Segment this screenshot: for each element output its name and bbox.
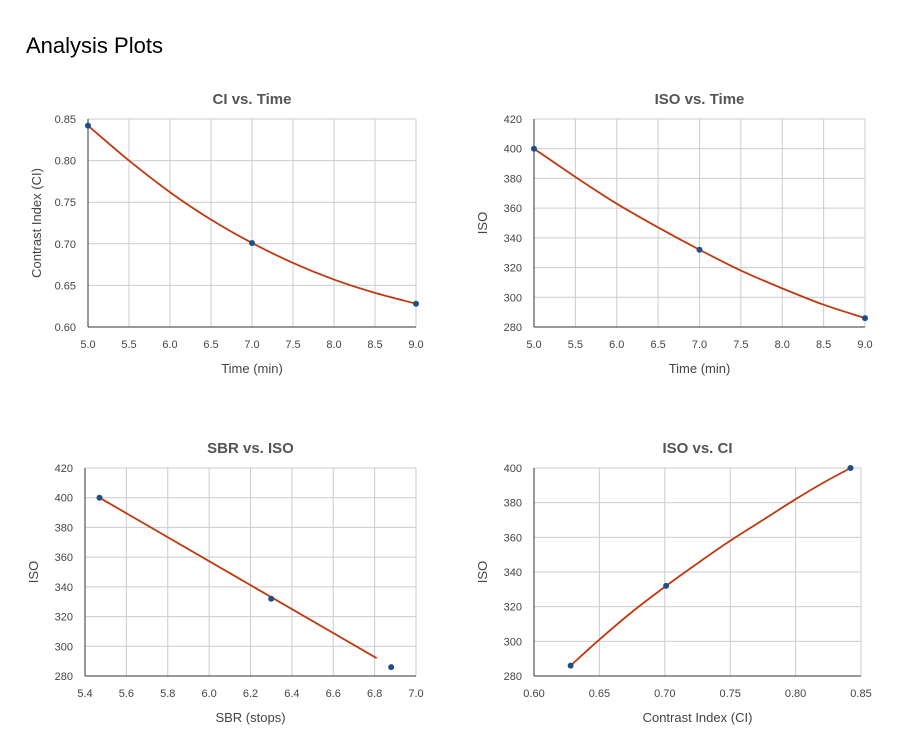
- x-tick-label: 7.5: [733, 339, 748, 351]
- data-point: [268, 595, 275, 602]
- x-tick-label: 7.0: [244, 339, 259, 351]
- y-tick-label: 360: [504, 532, 522, 544]
- x-tick-label: 6.5: [650, 339, 665, 351]
- x-tick-label: 6.4: [284, 688, 299, 700]
- y-tick-label: 380: [55, 522, 73, 534]
- chart-1: 5.0 5.5 6.0 6.5 7.0 7.5 8.0 8.5 9.0 0.60 0.65 0.70 0…: [29, 91, 424, 376]
- x-tick-label: 7.0: [408, 688, 423, 700]
- y-tick-label: 360: [55, 552, 73, 564]
- y-tick-label: 280: [504, 671, 522, 683]
- data-point: [531, 145, 537, 152]
- y-tick-label: 320: [55, 612, 73, 624]
- y-tick-label: 300: [504, 292, 522, 304]
- y-tick-label: 420: [504, 114, 522, 126]
- x-tick-label: 6.6: [326, 688, 341, 700]
- x-tick-label: 8.5: [367, 339, 382, 351]
- fit-curve: [570, 467, 851, 667]
- data-point: [96, 494, 103, 501]
- x-tick-label: 0.65: [589, 688, 610, 700]
- y-tick-label: 360: [504, 203, 522, 215]
- chart-title: ISO vs. CI: [662, 440, 732, 457]
- x-tick-label: 5.5: [121, 339, 136, 351]
- x-tick-label: 6.0: [201, 688, 216, 700]
- x-tick-label: 6.5: [203, 339, 218, 351]
- x-tick-label: 5.5: [568, 339, 583, 351]
- y-tick-label: 420: [55, 463, 73, 475]
- y-tick-label: 320: [504, 263, 522, 275]
- y-tick-label: 280: [504, 322, 522, 334]
- x-tick-label: 0.70: [654, 688, 675, 700]
- x-tick-label: 0.60: [523, 688, 544, 700]
- y-tick-label: 400: [504, 463, 522, 475]
- y-tick-label: 0.60: [55, 322, 76, 334]
- x-tick-label: 0.85: [850, 688, 871, 700]
- chart-3: 5.4 5.6 5.8 6.0 6.2 6.4 6.6 6.8 7.0 280 300 320 340 3…: [26, 440, 424, 725]
- fit-curve: [99, 496, 378, 659]
- chart-4: 0.60 0.65 0.70 0.75 0.80 0.85 280 300 320 340 360 3…: [475, 440, 872, 725]
- x-tick-label: 8.0: [326, 339, 341, 351]
- y-axis-title: ISO: [26, 561, 41, 583]
- chart-title: CI vs. Time: [213, 91, 292, 108]
- x-tick-label: 9.0: [857, 339, 872, 351]
- x-tick-label: 5.0: [80, 339, 95, 351]
- x-tick-label: 7.0: [692, 339, 707, 351]
- x-tick-label: 6.8: [367, 688, 382, 700]
- data-point: [862, 315, 868, 322]
- chart-2: 5.0 5.5 6.0 6.5 7.0 7.5 8.0 8.5 9.0 280 300 320 340 3…: [475, 91, 873, 376]
- y-tick-label: 340: [504, 233, 522, 245]
- y-tick-label: 380: [504, 498, 522, 510]
- y-tick-label: 0.65: [55, 280, 76, 292]
- y-tick-label: 400: [504, 144, 522, 156]
- x-tick-label: 7.5: [285, 339, 300, 351]
- x-tick-label: 0.80: [785, 688, 806, 700]
- data-point: [567, 662, 574, 669]
- y-tick-label: 0.85: [55, 114, 76, 126]
- x-axis-title: SBR (stops): [215, 710, 285, 725]
- chart-title: ISO vs. Time: [655, 91, 745, 108]
- x-tick-label: 8.0: [775, 339, 790, 351]
- x-tick-label: 5.0: [526, 339, 541, 351]
- x-axis-title: Time (min): [669, 361, 731, 376]
- y-axis-title: ISO: [475, 561, 490, 583]
- x-tick-label: 6.0: [609, 339, 624, 351]
- data-point: [388, 664, 395, 671]
- data-point: [696, 246, 703, 253]
- x-tick-label: 9.0: [408, 339, 423, 351]
- x-tick-label: 8.5: [816, 339, 831, 351]
- y-axis-title: Contrast Index (CI): [29, 168, 44, 278]
- x-tick-label: 5.8: [160, 688, 175, 700]
- y-tick-label: 400: [55, 493, 73, 505]
- y-axis-title: ISO: [475, 212, 490, 234]
- data-point: [847, 465, 854, 471]
- x-axis-title: Time (min): [221, 361, 283, 376]
- y-tick-label: 340: [55, 582, 73, 594]
- data-point: [663, 582, 670, 589]
- y-tick-label: 0.75: [55, 197, 76, 209]
- x-tick-label: 6.0: [162, 339, 177, 351]
- y-tick-label: 340: [504, 567, 522, 579]
- y-tick-label: 300: [504, 636, 522, 648]
- y-tick-label: 0.80: [55, 156, 76, 168]
- y-tick-label: 0.70: [55, 239, 76, 251]
- data-point: [413, 300, 419, 307]
- data-point: [249, 239, 255, 246]
- page-title: Analysis Plots: [26, 33, 163, 58]
- y-tick-label: 300: [55, 641, 73, 653]
- y-tick-label: 280: [55, 671, 73, 683]
- data-point: [85, 122, 91, 129]
- chart-title: SBR vs. ISO: [207, 440, 294, 457]
- x-axis-title: Contrast Index (CI): [643, 710, 753, 725]
- x-tick-label: 5.4: [77, 688, 92, 700]
- x-tick-label: 5.6: [119, 688, 134, 700]
- y-tick-label: 380: [504, 173, 522, 185]
- x-tick-label: 0.75: [719, 688, 740, 700]
- y-tick-label: 320: [504, 602, 522, 614]
- x-tick-label: 6.2: [243, 688, 258, 700]
